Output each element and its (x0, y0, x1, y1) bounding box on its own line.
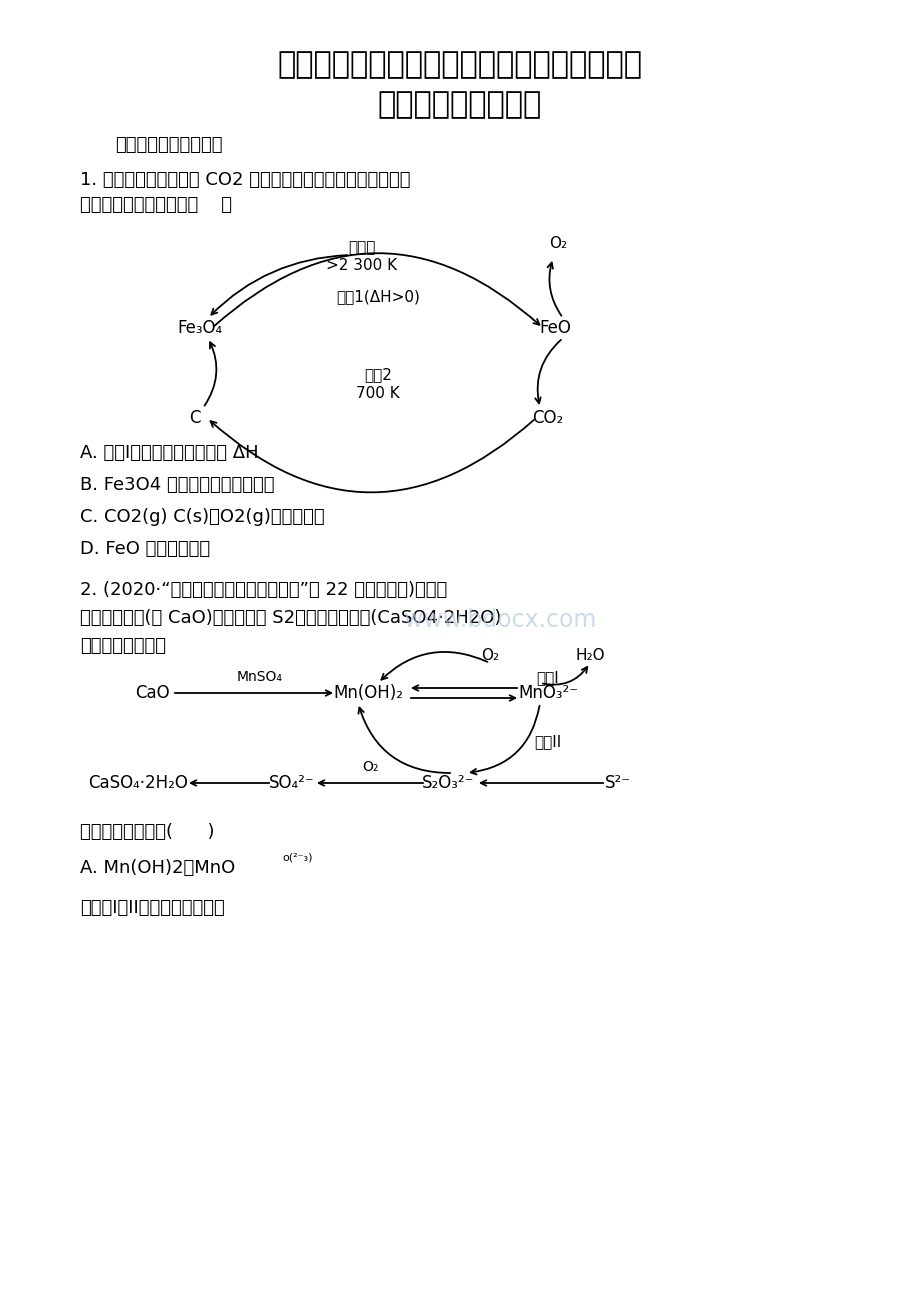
Text: B. Fe3O4 为该制备反应的催化剂: B. Fe3O4 为该制备反应的催化剂 (80, 477, 274, 493)
Text: A. 过程I中反应的活化能大于 ΔH: A. 过程I中反应的活化能大于 ΔH (80, 444, 258, 462)
Text: H₂O: H₂O (574, 647, 604, 663)
Text: CaO: CaO (134, 684, 169, 702)
Text: S²⁻: S²⁻ (605, 773, 630, 792)
Text: Fe₃O₄: Fe₃O₄ (177, 319, 222, 337)
Text: 过程II: 过程II (534, 734, 561, 750)
Text: O₂: O₂ (549, 236, 566, 250)
Text: >2 300 K: >2 300 K (326, 259, 397, 273)
Text: o(²⁻₃): o(²⁻₃) (282, 853, 312, 863)
Text: 下列说法正确的是(      ): 下列说法正确的是( ) (80, 823, 214, 841)
Text: MnO₃²⁻: MnO₃²⁻ (517, 684, 577, 702)
Text: 2. (2020·“安徽省示范高中皖北协作区”第 22 届高三联考)工业上: 2. (2020·“安徽省示范高中皖北协作区”第 22 届高三联考)工业上 (80, 581, 447, 599)
Text: S₂O₃²⁻: S₂O₃²⁻ (421, 773, 473, 792)
Text: 过程1(ΔH>0): 过程1(ΔH>0) (335, 289, 419, 305)
Text: 过程I: 过程I (536, 671, 559, 685)
Text: CO₂: CO₂ (532, 409, 563, 427)
Text: D. FeO 的俗名为铁红: D. FeO 的俗名为铁红 (80, 540, 210, 559)
Text: O₂: O₂ (481, 647, 498, 663)
Text: FeO: FeO (539, 319, 571, 337)
Text: 除去电石渣浆(含 CaO)上清液中的 S2－，并制取石膏(CaSO4·2H2O): 除去电石渣浆(含 CaO)上清液中的 S2－，并制取石膏(CaSO4·2H2O) (80, 609, 501, 628)
Text: O₂: O₂ (361, 760, 378, 773)
Text: C: C (189, 409, 200, 427)
Text: Mn(OH)₂: Mn(OH)₂ (333, 684, 403, 702)
Text: MnSO₄: MnSO₄ (237, 671, 283, 684)
Text: 的常用流程如下：: 的常用流程如下： (80, 637, 165, 655)
Text: 高考化学核心考点最新题型限时训练反应循环: 高考化学核心考点最新题型限时训练反应循环 (278, 51, 641, 79)
Text: 1. 在太阳能作用下，以 CO2 为原料制备炭黑的反应机理如图所: 1. 在太阳能作用下，以 CO2 为原料制备炭黑的反应机理如图所 (80, 171, 410, 189)
Text: C. CO2(g) C(s)＋O2(g)为放热反应: C. CO2(g) C(s)＋O2(g)为放热反应 (80, 508, 324, 526)
Text: 反应循环图与化学反应: 反应循环图与化学反应 (115, 135, 222, 154)
Text: 示。下列说法正确的是（    ）: 示。下列说法正确的是（ ） (80, 197, 232, 214)
Text: 700 K: 700 K (356, 385, 400, 401)
Text: CaSO₄·2H₂O: CaSO₄·2H₂O (88, 773, 187, 792)
Text: www.bdocx.com: www.bdocx.com (403, 608, 596, 631)
Text: 过程2: 过程2 (364, 367, 391, 383)
Text: 在过程I、II中均起催化剂作用: 在过程I、II中均起催化剂作用 (80, 898, 224, 917)
Text: SO₄²⁻: SO₄²⁻ (269, 773, 314, 792)
Text: 图与化学反应附答案: 图与化学反应附答案 (378, 91, 541, 120)
Text: 太阳能: 太阳能 (348, 241, 375, 255)
Text: A. Mn(OH)2、MnO: A. Mn(OH)2、MnO (80, 859, 235, 878)
